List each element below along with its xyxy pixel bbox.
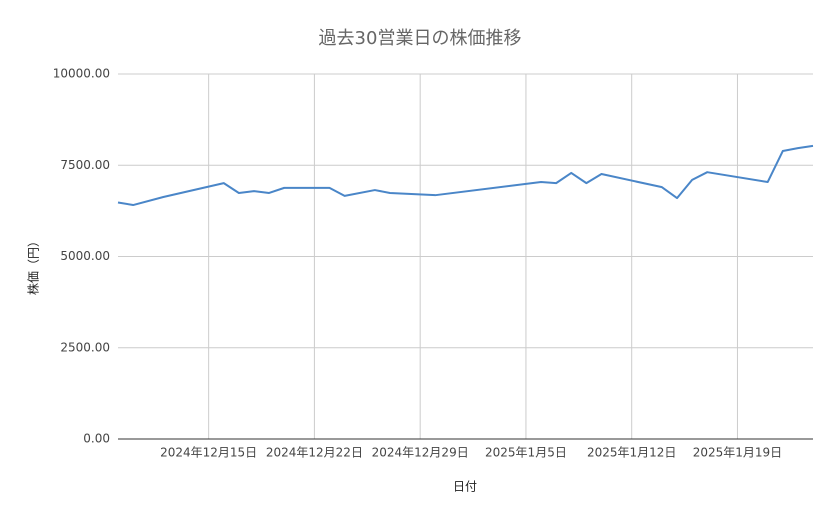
- y-tick-label: 0.00: [83, 432, 110, 446]
- y-tick-label: 7500.00: [60, 158, 110, 172]
- x-tick-label: 2024年12月22日: [266, 446, 363, 460]
- x-tick-label: 2024年12月29日: [372, 446, 469, 460]
- data-line: [117, 144, 814, 207]
- y-axis-title: 株価（円）: [26, 235, 41, 295]
- y-tick-label: 2500.00: [60, 340, 110, 354]
- y-tick-label: 10000.00: [53, 67, 110, 81]
- x-tick-label: 2024年12月15日: [160, 446, 257, 460]
- x-tick-label: 2025年1月12日: [587, 446, 676, 460]
- chart-title: 過去30営業日の株価推移: [319, 28, 522, 49]
- y-tick-label: 5000.00: [60, 249, 110, 263]
- x-axis-title: 日付: [453, 480, 477, 494]
- x-tick-label: 2025年1月19日: [693, 446, 782, 460]
- x-tick-label: 2025年1月5日: [485, 446, 567, 460]
